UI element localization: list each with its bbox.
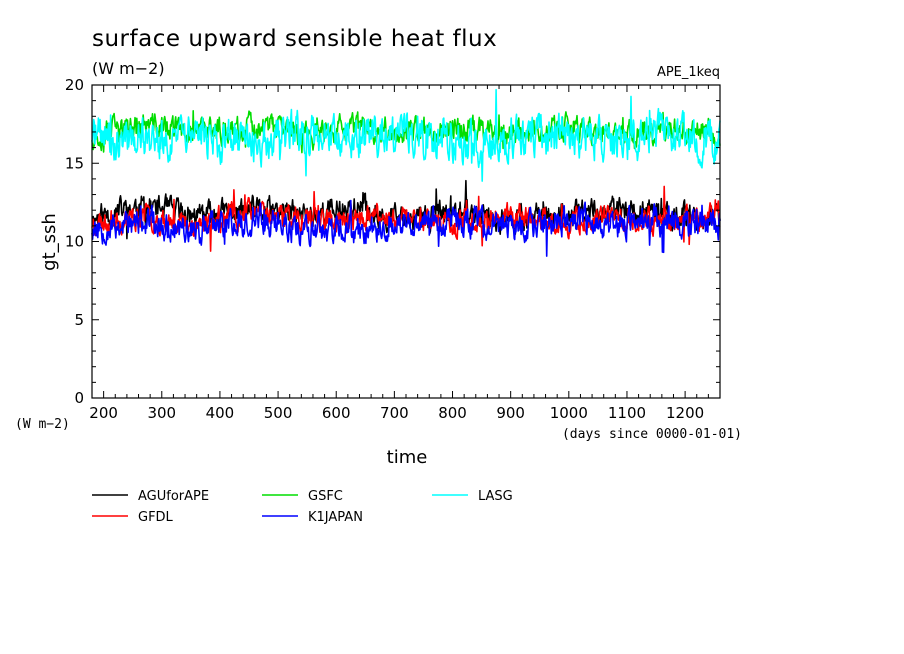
x-tick-label: 700 (380, 404, 409, 422)
y-axis-label: gt_ssh (39, 213, 60, 271)
x-tick-label: 600 (322, 404, 351, 422)
series-line-lasg (91, 88, 721, 182)
y-tick-label: 5 (74, 311, 84, 329)
series-line-k1japan (91, 199, 721, 257)
experiment-tag: APE_1keq (657, 65, 720, 80)
legend-label: GSFC (308, 489, 343, 504)
ticks-layer: 200 300 400 500 600 700 800 900 1000 1100 1200 0 5 10… (65, 76, 721, 422)
x-tick-label: 500 (264, 404, 293, 422)
legend-label: K1JAPAN (308, 510, 363, 525)
chart-units: (W m−2) (92, 59, 165, 78)
legend: AGUforAPE GFDL GSFC K1JAPAN LASG (92, 489, 513, 525)
x-tick-label: 1200 (666, 404, 704, 422)
x-tick-label: 300 (147, 404, 176, 422)
legend-label: AGUforAPE (138, 489, 209, 504)
y-tick-label: 20 (65, 76, 84, 94)
y-tick-label: 0 (74, 389, 84, 407)
x-tick-label: 200 (89, 404, 118, 422)
legend-label: LASG (478, 489, 513, 504)
x-tick-label: 900 (496, 404, 525, 422)
x-tick-label: 400 (206, 404, 235, 422)
y-tick-label: 10 (65, 233, 84, 251)
chart-title: surface upward sensible heat flux (92, 26, 497, 52)
x-tick-label: 1000 (550, 404, 588, 422)
y-unit: (W m−2) (15, 417, 70, 432)
series-line-gsfc (91, 110, 721, 154)
x-axis-label: time (387, 447, 428, 468)
series-layer (91, 88, 721, 257)
y-tick-label: 15 (65, 154, 84, 172)
x-tick-label: 1100 (608, 404, 646, 422)
legend-label: GFDL (138, 510, 174, 525)
x-unit: (days since 0000-01-01) (562, 427, 742, 442)
x-tick-label: 800 (438, 404, 467, 422)
